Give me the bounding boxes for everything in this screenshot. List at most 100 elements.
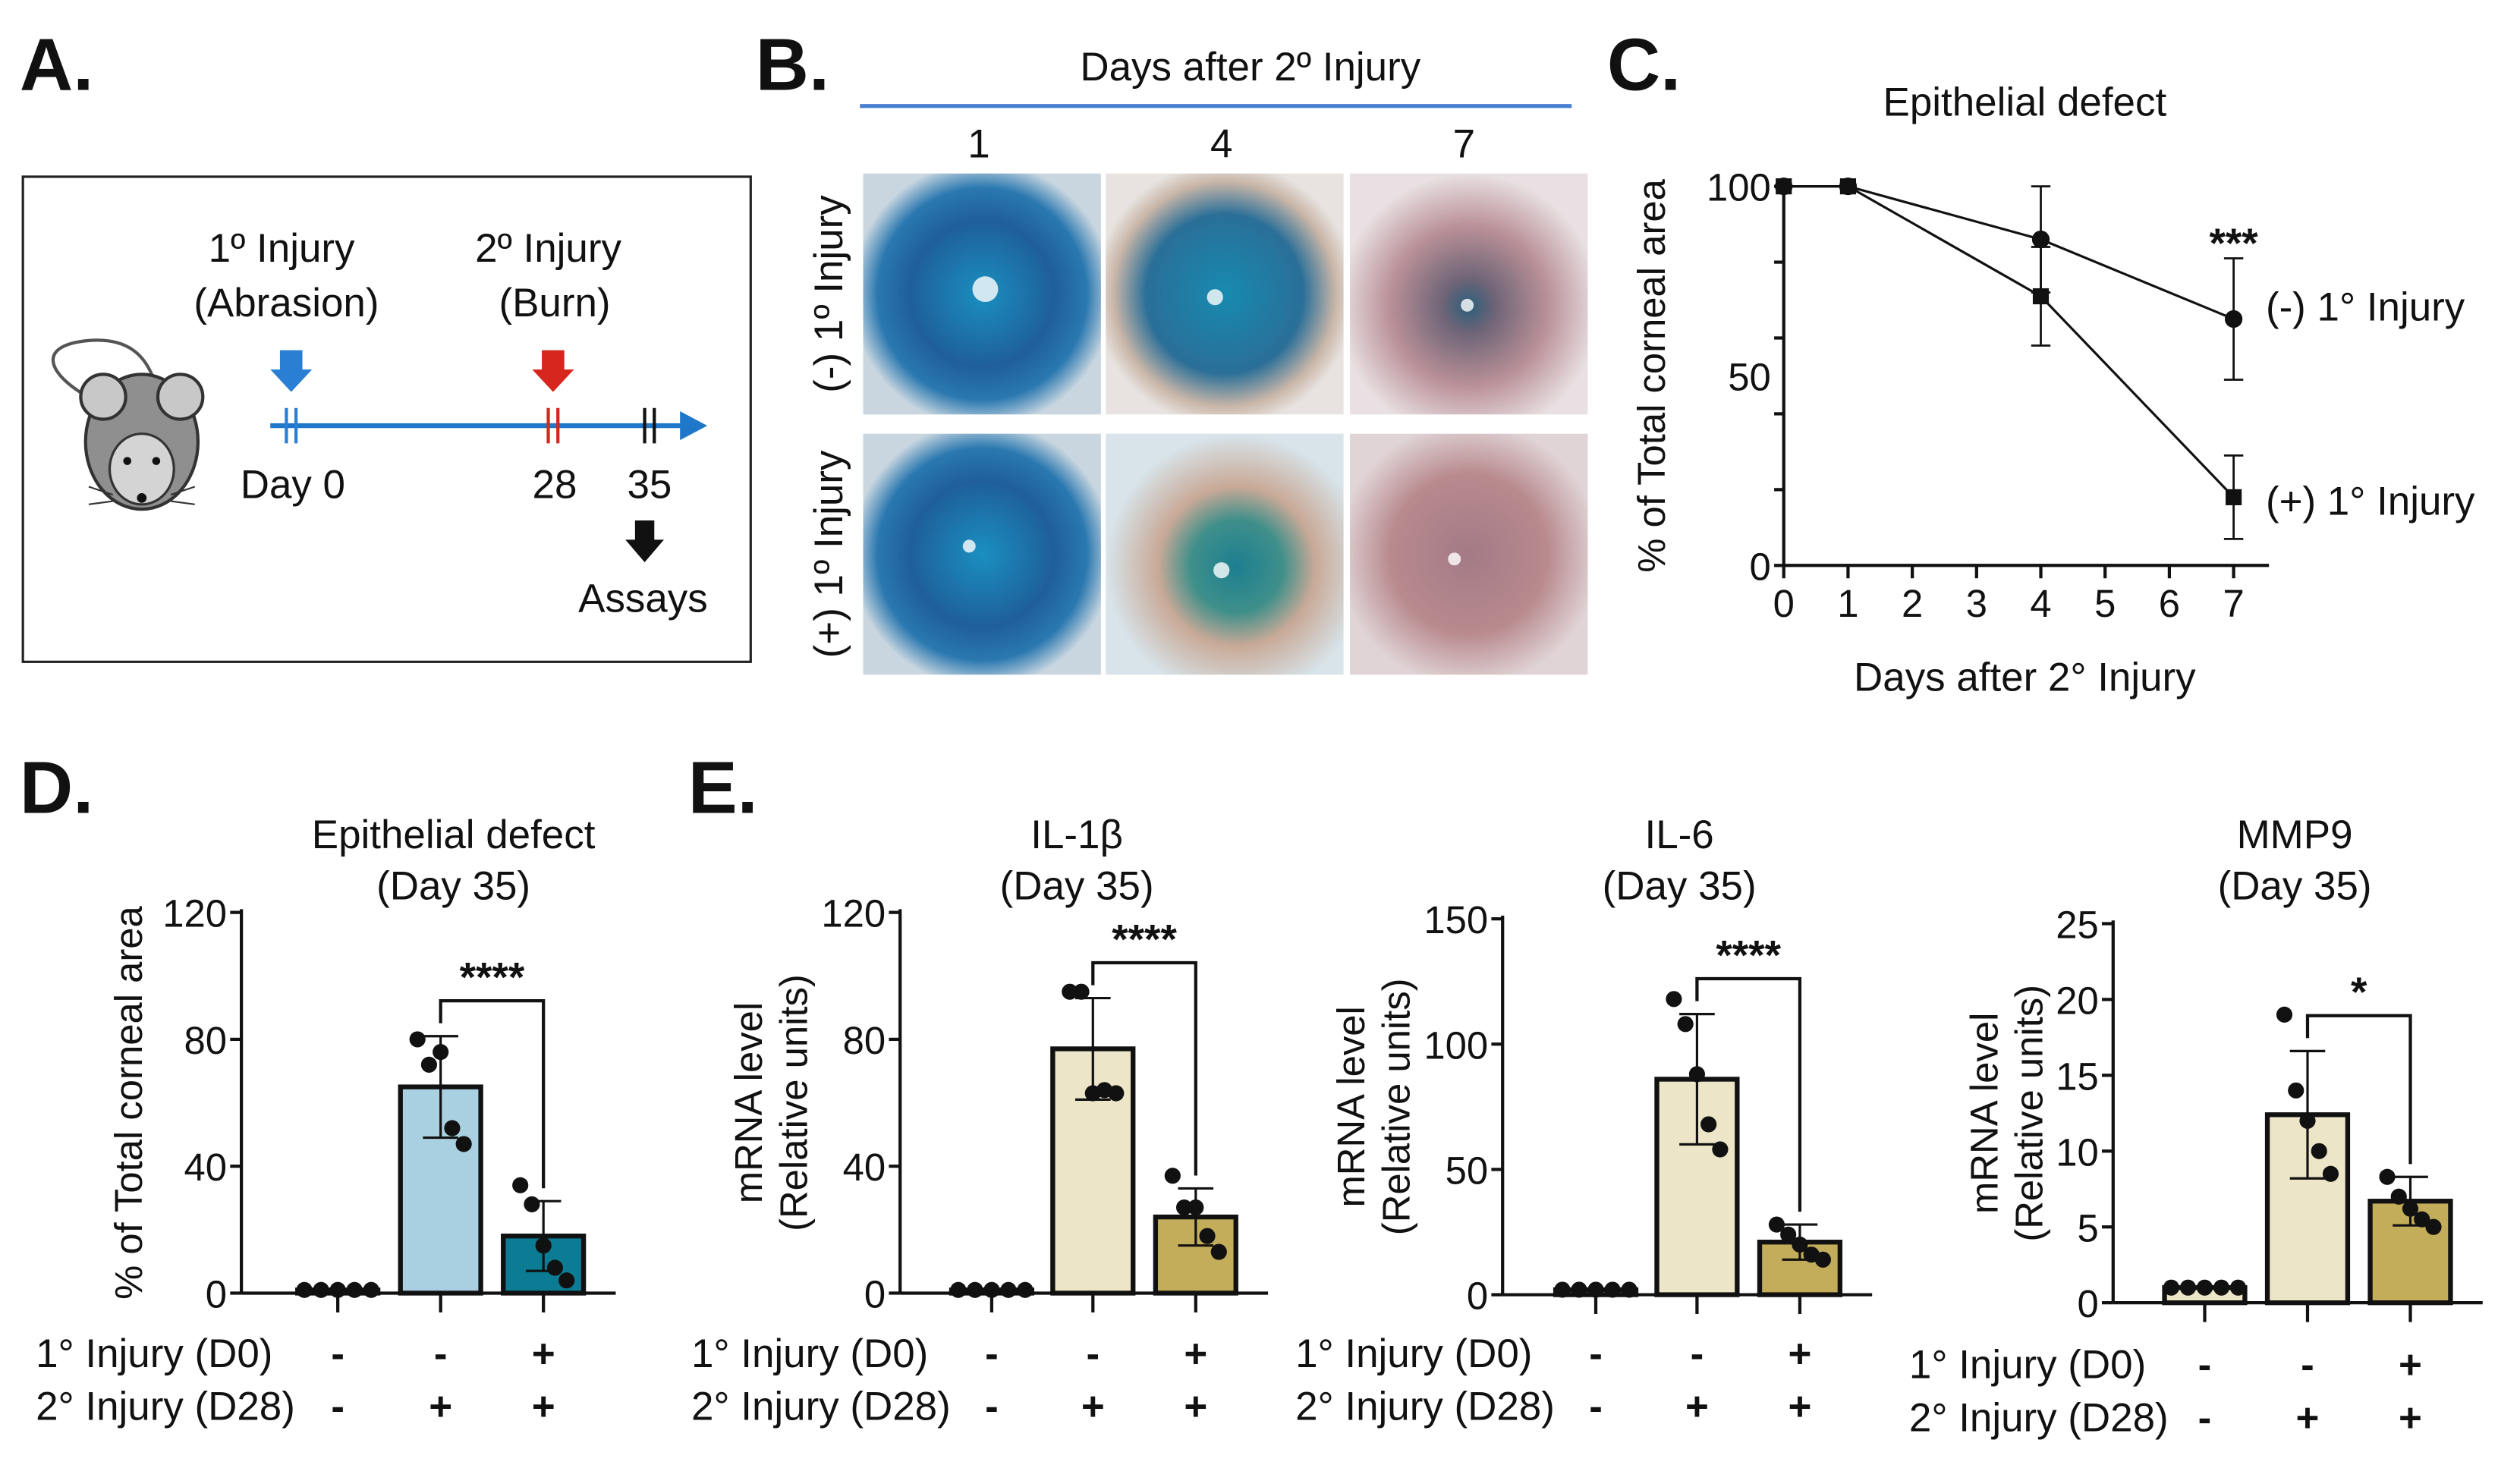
data-point [1604,1281,1621,1298]
y-axis-label: mRNA level [1329,1006,1373,1207]
x-tick-label: 4 [2030,582,2051,625]
row1-sign: + [1788,1331,1811,1376]
data-point [2311,1143,2327,1159]
panel-d-label: D. [20,746,93,828]
data-point [1073,983,1090,1000]
data-point [1712,1141,1729,1158]
assays-arrow-icon [625,520,664,563]
data-point [2229,1279,2247,1296]
row2-sign: + [429,1385,452,1429]
secondary-injury-label: 2º Injury [475,226,621,271]
series-label-1: (+) 1° Injury [2266,479,2475,524]
y-axis-label: (Relative units) [1374,978,1417,1235]
data-point [2288,1082,2304,1099]
data-point [1677,1016,1694,1033]
data-point [2213,1279,2230,1296]
row1-sign: - [1589,1331,1603,1376]
significance-stars: **** [1112,915,1177,962]
y-tick-label: 0 [206,1273,227,1316]
row1-sign: - [1086,1331,1100,1376]
y-tick-label: 0 [2077,1282,2098,1325]
significance-bracket [1695,976,1802,1212]
data-point [983,1281,1000,1298]
chart-title: Epithelial defect [1883,80,2167,124]
data-point [1814,1251,1831,1268]
panel-e-label: E. [688,746,758,828]
row2-sign: + [2296,1396,2320,1441]
data-point [346,1281,363,1298]
secondary-injury-arrow-icon [532,350,574,392]
row2-sign: - [2198,1396,2212,1441]
y-tick-label: 120 [821,892,886,935]
chart-title-line: (Day 35) [376,864,530,909]
chart-title-line: (Day 35) [1603,864,1757,909]
data-point-square [1776,178,1792,195]
day28-label: 28 [533,462,577,507]
row2-sign: + [532,1385,555,1429]
significance-bracket [439,999,546,1189]
row2-label: 2° Injury (D28) [691,1385,951,1429]
panel-c-label: C. [1607,24,1681,106]
row2-sign: + [1685,1385,1709,1429]
row2-sign: + [1788,1385,1811,1429]
y-tick-label: 150 [1424,898,1488,942]
data-point [2379,1168,2396,1185]
row1-label: 1° Injury (D0) [36,1331,272,1376]
data-point [2402,1200,2419,1217]
panel-e-il6-bar-chart: IL-6 (Day 35) mRNA level (Relative units) 0 5… [1295,813,1873,1429]
data-point [1621,1281,1638,1298]
eye-image-plus-day1 [863,433,1101,675]
x-tick-label: 1 [1837,582,1858,625]
data-point [1688,1066,1705,1083]
chart-title-line: IL-6 [1645,813,1714,857]
data-point [967,1281,983,1298]
chart-title-line: Epithelial defect [312,813,596,857]
panel-b: B. Days after 2º Injury 1 4 7 (-) 1º Inj… [756,24,1588,675]
data-point-circle [2224,310,2243,329]
data-point [1780,1226,1797,1243]
y-tick-label: 25 [2056,904,2099,947]
primary-injury-label: 1º Injury [209,226,355,271]
row1-sign: - [2301,1343,2314,1388]
data-point-square [2226,489,2242,505]
data-point-circle [2031,230,2050,249]
significance-stars: *** [2209,219,2258,266]
y-tick-label: 40 [843,1146,886,1189]
eye-image-minus-day4 [1106,173,1344,415]
secondary-injury-type: (Burn) [499,281,610,325]
data-point [512,1177,529,1193]
y-tick-label: 0 [1750,545,1771,588]
data-point [2163,1279,2180,1296]
significance-stars: **** [460,953,525,1000]
panel-e-mmp9-bar-chart: MMP9 (Day 35) mRNA level (Relative units) 0 5… [1909,813,2483,1441]
x-tick-label: 5 [2094,582,2116,625]
chart-title-line: (Day 35) [1000,864,1154,909]
row1-label: 1° Injury (D0) [1295,1331,1532,1376]
significance-bracket [2305,1014,2412,1165]
data-point [524,1196,540,1212]
data-point [2390,1188,2407,1205]
data-point [420,1056,438,1073]
series-line-0 [1783,185,2235,320]
timeline [270,407,708,444]
significance-stars: **** [1716,931,1781,978]
significance-stars: * [2351,968,2367,1015]
mouse-icon [51,338,205,511]
chart-title-line: MMP9 [2237,813,2353,857]
data-point [2179,1279,2197,1296]
data-point [535,1237,552,1254]
bar [2264,1112,2351,1306]
data-point [2299,1112,2316,1129]
y-tick-label: 80 [843,1019,886,1062]
eye-image-minus-day7 [1350,173,1588,415]
row-label-minus: (-) 1º Injury [807,195,851,393]
column-day-1: 1 [967,121,989,166]
data-point [444,1120,461,1136]
data-point [546,1259,564,1276]
data-point [1587,1281,1604,1298]
panel-a: A. 1º Injury (Abrasion) 2º Injury (Burn)… [20,24,752,663]
row1-sign: + [1184,1331,1207,1376]
data-point [313,1281,329,1298]
chart-title-line: IL-1β [1030,813,1123,857]
